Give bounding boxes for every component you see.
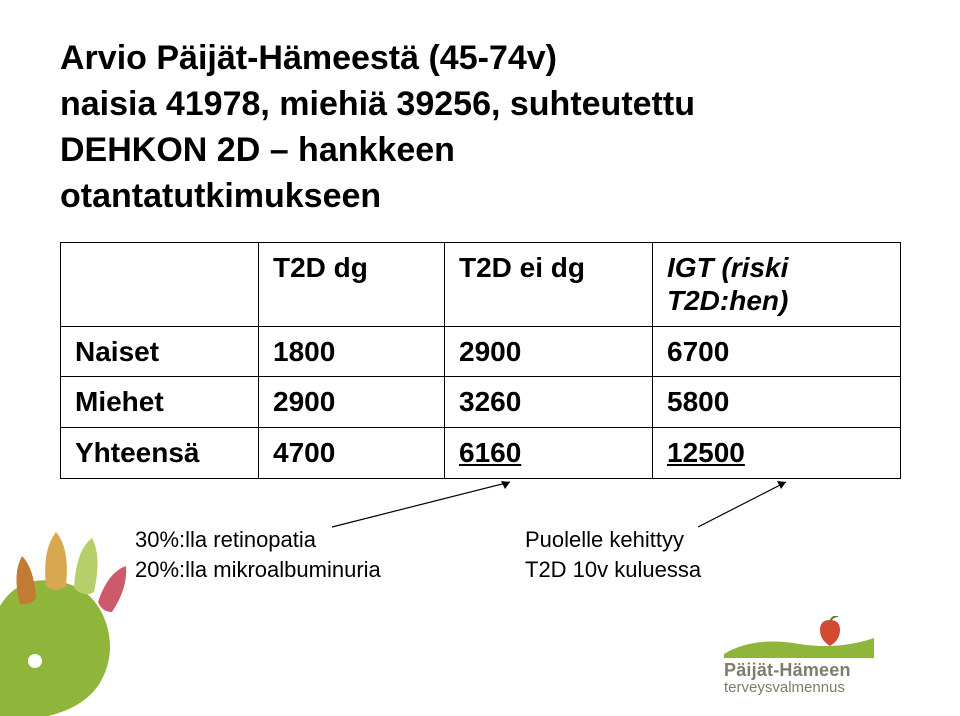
brand-mark-icon [724, 616, 874, 658]
cell: 2900 [445, 326, 653, 377]
cell-total: 6160 [445, 427, 653, 478]
cell: 6700 [653, 326, 901, 377]
cell-total-underline: 12500 [667, 437, 745, 468]
cell-total: 12500 [653, 427, 901, 478]
cell-total: 4700 [259, 427, 445, 478]
annotation-right-line2: T2D 10v kuluessa [525, 557, 701, 582]
cell: 2900 [259, 377, 445, 428]
row-label-yhteensa: Yhteensä [61, 427, 259, 478]
col-header-igt-line1: IGT (riski [667, 252, 788, 283]
table-row-total: Yhteensä 4700 6160 12500 [61, 427, 901, 478]
cell: 3260 [445, 377, 653, 428]
col-header-igt: IGT (riski T2D:hen) [653, 242, 901, 326]
cell: 5800 [653, 377, 901, 428]
brand-line2: terveysvalmennus [724, 679, 934, 696]
row-label-miehet: Miehet [61, 377, 259, 428]
cell-total-underline: 6160 [459, 437, 521, 468]
annotation-right-line1: Puolelle kehittyy [525, 527, 684, 552]
table-row: Miehet 2900 3260 5800 [61, 377, 901, 428]
col-header-igt-line2: T2D:hen) [667, 285, 788, 316]
annotation-right: Puolelle kehittyy T2D 10v kuluessa [525, 525, 701, 584]
cell: 1800 [259, 326, 445, 377]
brand-line1: Päijät-Hämeen [724, 660, 934, 681]
data-table: T2D dg T2D ei dg IGT (riski T2D:hen) Nai… [60, 242, 901, 479]
arrow-right-icon [690, 475, 800, 535]
col-header-t2d-ei-dg: T2D ei dg [445, 242, 653, 326]
table-row: Naiset 1800 2900 6700 [61, 326, 901, 377]
row-label-naiset: Naiset [61, 326, 259, 377]
title-line-4: otantatutkimukseen [60, 177, 381, 215]
col-header-t2d-dg: T2D dg [259, 242, 445, 326]
slide: Arvio Päijät-Hämeestä (45-74v) naisia 41… [0, 0, 960, 716]
hand-logo-icon [0, 526, 175, 716]
brand-logo: Päijät-Hämeen terveysvalmennus [724, 616, 934, 696]
title-line-2: naisia 41978, miehiä 39256, suhteutettu [60, 85, 695, 123]
table-corner-cell [61, 242, 259, 326]
slide-title: Arvio Päijät-Hämeestä (45-74v) naisia 41… [60, 36, 900, 220]
title-line-3: DEHKON 2D – hankkeen [60, 131, 455, 169]
title-line-1: Arvio Päijät-Hämeestä (45-74v) [60, 39, 557, 77]
table-header-row: T2D dg T2D ei dg IGT (riski T2D:hen) [61, 242, 901, 326]
